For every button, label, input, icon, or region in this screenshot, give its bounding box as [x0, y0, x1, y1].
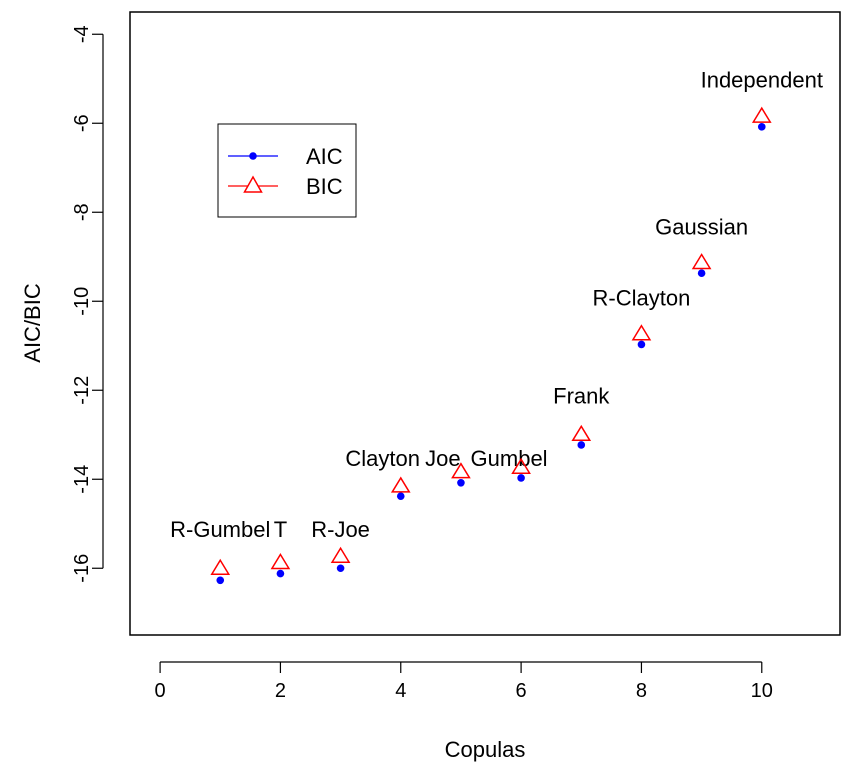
legend-box: [217, 123, 357, 218]
aic-point: [637, 340, 646, 349]
aic-point: [577, 441, 586, 449]
x-tick-label-4: 4: [395, 680, 406, 702]
bic-point: [751, 106, 772, 123]
x-tick-label-0: 0: [155, 680, 166, 702]
x-axis-label: Copulas: [445, 737, 526, 762]
y-tick-label--12: -12: [71, 376, 93, 405]
annotation-label: T: [274, 517, 287, 542]
x-tick-label-6: 6: [516, 680, 527, 702]
x-tick-label-8: 8: [636, 680, 647, 702]
y-tick-label--16: -16: [71, 554, 93, 583]
legend-bic-marker: [243, 175, 263, 193]
bic-point: [330, 546, 351, 563]
y-tick-label--4: -4: [71, 25, 93, 43]
annotation-label: R-Joe: [311, 517, 370, 542]
point-annotations: R-Gumbel T R-Joe Clayton Joe Gumbel Frank R-Cla…: [170, 68, 823, 542]
bic-point: [210, 558, 231, 575]
legend-bic-label: BIC: [306, 174, 343, 199]
annotation-label: Frank: [553, 384, 610, 409]
series-layer: [210, 106, 772, 585]
annotation-label: Gumbel: [471, 446, 548, 471]
aic-point: [216, 576, 225, 585]
legend: AIC BIC: [217, 123, 357, 218]
y-tick-label--14: -14: [71, 465, 93, 494]
y-tick-label--6: -6: [71, 114, 93, 132]
legend-aic-label: AIC: [306, 144, 343, 169]
y-axis: -16 -14 -12 -10 -8 -6 -4: [71, 25, 104, 583]
y-tick-label--10: -10: [71, 287, 93, 316]
x-tick-label-2: 2: [275, 680, 286, 702]
bic-point: [631, 324, 652, 341]
bic-point: [390, 476, 411, 493]
bic-point: [571, 424, 592, 442]
aic-point: [276, 569, 285, 578]
annotation-label: Independent: [701, 68, 823, 93]
aic-point: [517, 474, 525, 482]
x-tick-label-10: 10: [751, 680, 773, 702]
annotation-label: Joe: [425, 446, 460, 471]
plot-frame: [129, 11, 841, 636]
annotation-label: Clayton: [345, 446, 420, 471]
y-axis-label: AIC/BIC: [20, 283, 45, 363]
aic-point: [336, 564, 345, 573]
annotation-label: Gaussian: [655, 215, 748, 240]
annotation-label: R-Clayton: [593, 286, 691, 311]
legend-aic-marker: [249, 152, 257, 160]
bic-point: [691, 253, 712, 270]
bic-point: [270, 553, 291, 570]
bic-point: [511, 457, 531, 474]
aic-point: [757, 123, 766, 131]
x-axis: 0 2 4 6 8 10: [155, 661, 773, 702]
y-tick-label--8: -8: [71, 203, 93, 221]
aic-point: [457, 479, 465, 487]
aic-point: [697, 269, 706, 278]
bic-point: [451, 462, 471, 479]
aic-point: [396, 492, 405, 500]
annotation-label: R-Gumbel: [170, 517, 270, 542]
